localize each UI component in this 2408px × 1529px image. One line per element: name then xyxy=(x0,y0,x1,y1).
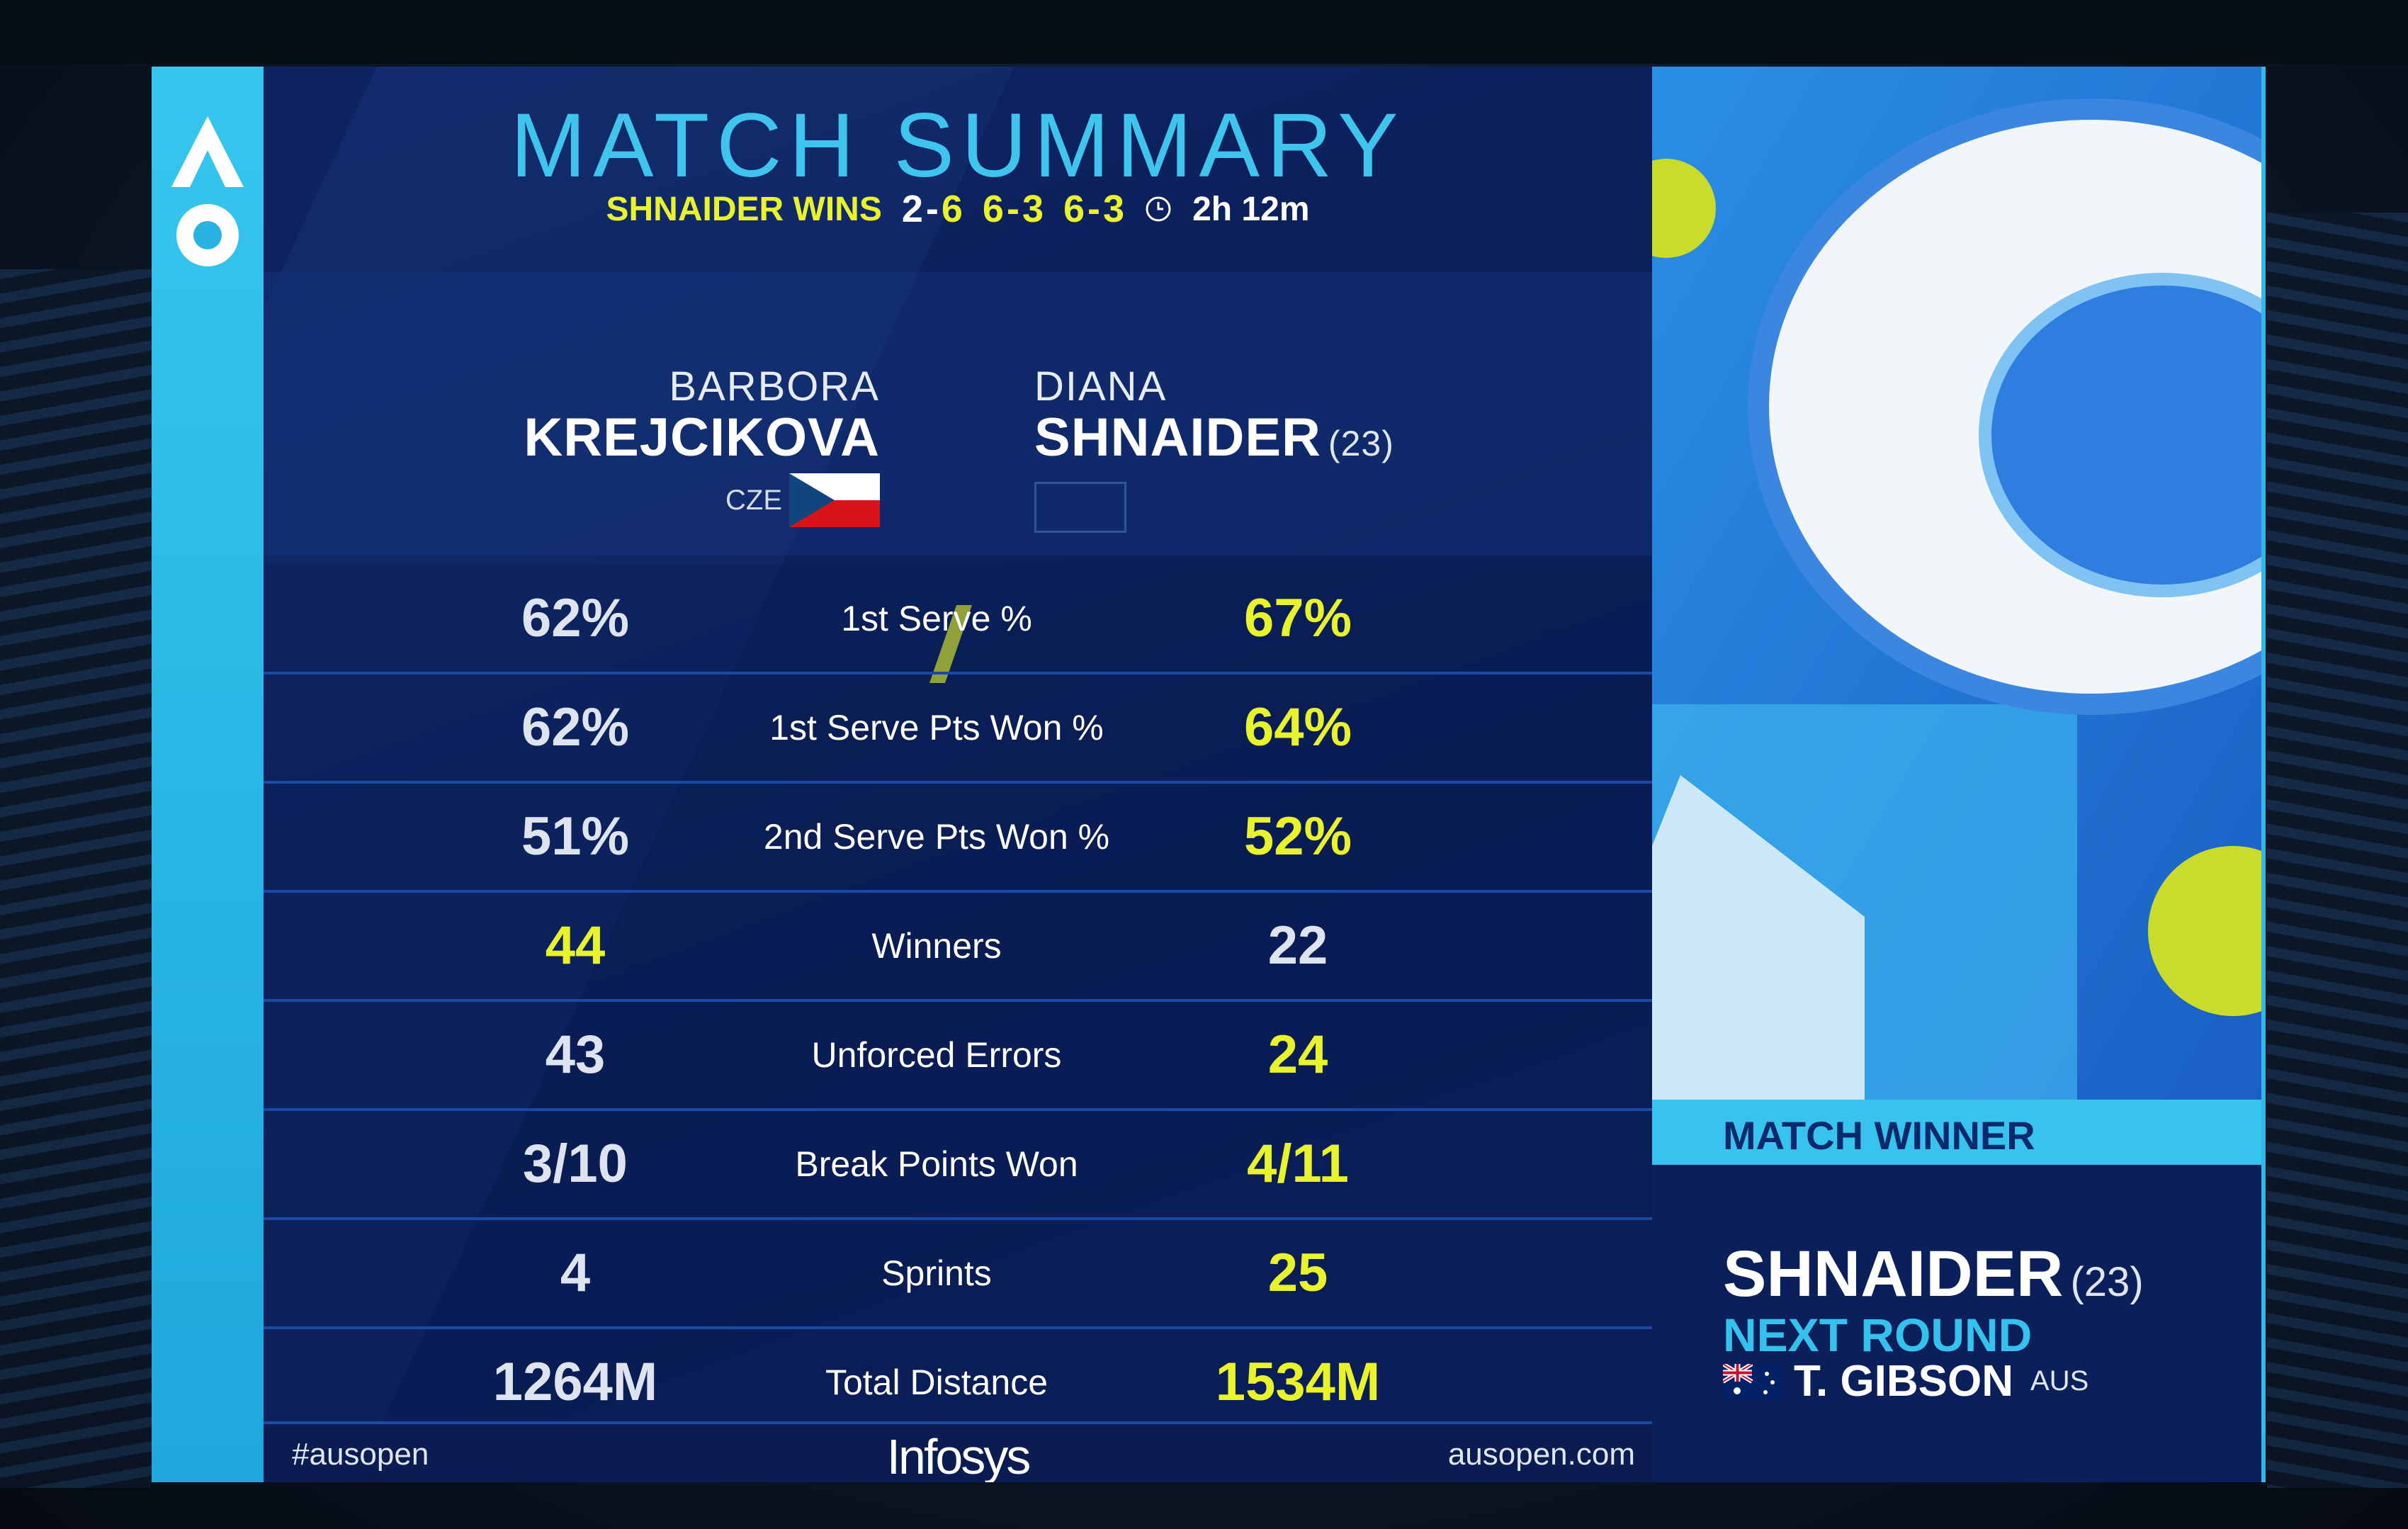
stat-label: 2nd Serve Pts Won % xyxy=(763,817,1110,857)
match-duration: 2h 12m xyxy=(1192,190,1310,228)
player-two: DIANA SHNAIDER (23) xyxy=(1034,364,1394,533)
stat-label: Break Points Won xyxy=(795,1144,1078,1184)
set-score: 2-6 xyxy=(901,188,963,230)
match-winner-panel: MATCH WINNER SHNAIDER (23) NEXT ROUND T. … xyxy=(1652,67,2266,1482)
match-winner-bar: MATCH WINNER xyxy=(1652,1100,2261,1165)
stadium-top xyxy=(0,0,2408,64)
stat-label: Winners xyxy=(871,926,1002,966)
stat-label: Sprints xyxy=(881,1253,992,1293)
stat-left-value: 62% xyxy=(521,697,630,757)
stadium-right xyxy=(2267,213,2408,1488)
stat-right-value: 1534M xyxy=(1215,1352,1381,1412)
stat-label: Unforced Errors xyxy=(811,1035,1062,1075)
stat-label: 1st Serve Pts Won % xyxy=(769,708,1104,747)
stat-left-value: 4 xyxy=(560,1243,591,1303)
set-score: 6-3 xyxy=(982,188,1044,230)
stat-right-value: 64% xyxy=(1243,697,1352,757)
winner-name: SHNAIDER (23) xyxy=(1723,1238,2144,1310)
stat-right-value: 67% xyxy=(1243,588,1352,648)
opponent-name: T. GIBSON xyxy=(1794,1357,2014,1406)
set-score: 6-3 xyxy=(1063,188,1125,230)
opponent-nation: AUS xyxy=(2030,1365,2089,1397)
player-one-nation: CZE xyxy=(524,473,880,527)
player-two-seed: (23) xyxy=(1328,424,1394,463)
stat-right-value: 22 xyxy=(1267,915,1328,976)
stat-right-value: 24 xyxy=(1267,1025,1328,1085)
match-result: SHNAIDER WINS 2-6 6-3 6-3 2h 12m xyxy=(264,187,1652,231)
player-two-first-name: DIANA xyxy=(1034,363,1168,410)
versus-slash-icon xyxy=(929,605,972,683)
footer-bar: #ausopen Infosys ausopen.com xyxy=(264,1421,1652,1482)
brand-stripe xyxy=(152,67,264,1482)
player-two-last-name: SHNAIDER (23) xyxy=(1034,407,1394,468)
page-title: MATCH SUMMARY xyxy=(510,95,1406,196)
stat-left-value: 3/10 xyxy=(523,1134,628,1194)
hashtag: #ausopen xyxy=(292,1437,429,1472)
stadium-left xyxy=(0,269,152,1488)
player-one-first-name: BARBORA xyxy=(669,363,880,410)
stat-right-value: 52% xyxy=(1243,806,1352,867)
stats-table: 62% 1st Serve % 67% 62% 1st Serve Pts Wo… xyxy=(264,565,1652,1455)
players-header: BARBORA KREJCIKOVA CZE DIANA SHNAIDER (23… xyxy=(264,272,1652,683)
stat-row: 51% 2nd Serve Pts Won % 52% xyxy=(264,784,1652,893)
czech-flag-icon xyxy=(789,473,880,527)
neutral-flag-icon xyxy=(1034,482,1126,533)
player-one-nation-code: CZE xyxy=(725,484,782,516)
clock-icon xyxy=(1146,196,1171,222)
stat-row: 3/10 Break Points Won 4/11 xyxy=(264,1111,1652,1220)
stat-row: 62% 1st Serve Pts Won % 64% xyxy=(264,675,1652,784)
website-link: ausopen.com xyxy=(1447,1437,1635,1472)
player-one: BARBORA KREJCIKOVA CZE xyxy=(524,364,880,527)
stat-left-value: 62% xyxy=(521,588,630,648)
stat-row: 43 Unforced Errors 24 xyxy=(264,1002,1652,1111)
next-round-label: NEXT ROUND xyxy=(1723,1309,2033,1361)
stat-row: 44 Winners 22 xyxy=(264,893,1652,1002)
stat-left-value: 51% xyxy=(521,806,630,867)
player-one-last-name: KREJCIKOVA xyxy=(524,407,880,468)
sponsor-logo: Infosys xyxy=(886,1429,1031,1482)
winner-text: SHNAIDER WINS xyxy=(606,190,882,228)
stat-right-value: 25 xyxy=(1267,1243,1328,1303)
ao-logo-icon xyxy=(171,116,244,266)
stat-right-value: 4/11 xyxy=(1247,1134,1349,1194)
stat-row: 4 Sprints 25 xyxy=(264,1220,1652,1329)
match-winner-label: MATCH WINNER xyxy=(1723,1113,2035,1158)
stat-row: 62% 1st Serve % 67% xyxy=(264,565,1652,675)
next-opponent: T. GIBSON AUS xyxy=(1723,1356,2088,1406)
australia-flag-icon xyxy=(1723,1363,1781,1399)
stat-label: Total Distance xyxy=(825,1362,1048,1402)
trophy-ring-artwork xyxy=(1652,67,2261,1100)
stat-label: 1st Serve % xyxy=(841,599,1032,638)
stat-left-value: 1264M xyxy=(492,1352,658,1412)
stat-left-value: 44 xyxy=(545,915,606,976)
match-summary-panel: MATCH SUMMARY SHNAIDER WINS 2-6 6-3 6-3 … xyxy=(264,67,1652,1482)
stat-left-value: 43 xyxy=(545,1025,606,1085)
winner-seed: (23) xyxy=(2070,1259,2144,1305)
